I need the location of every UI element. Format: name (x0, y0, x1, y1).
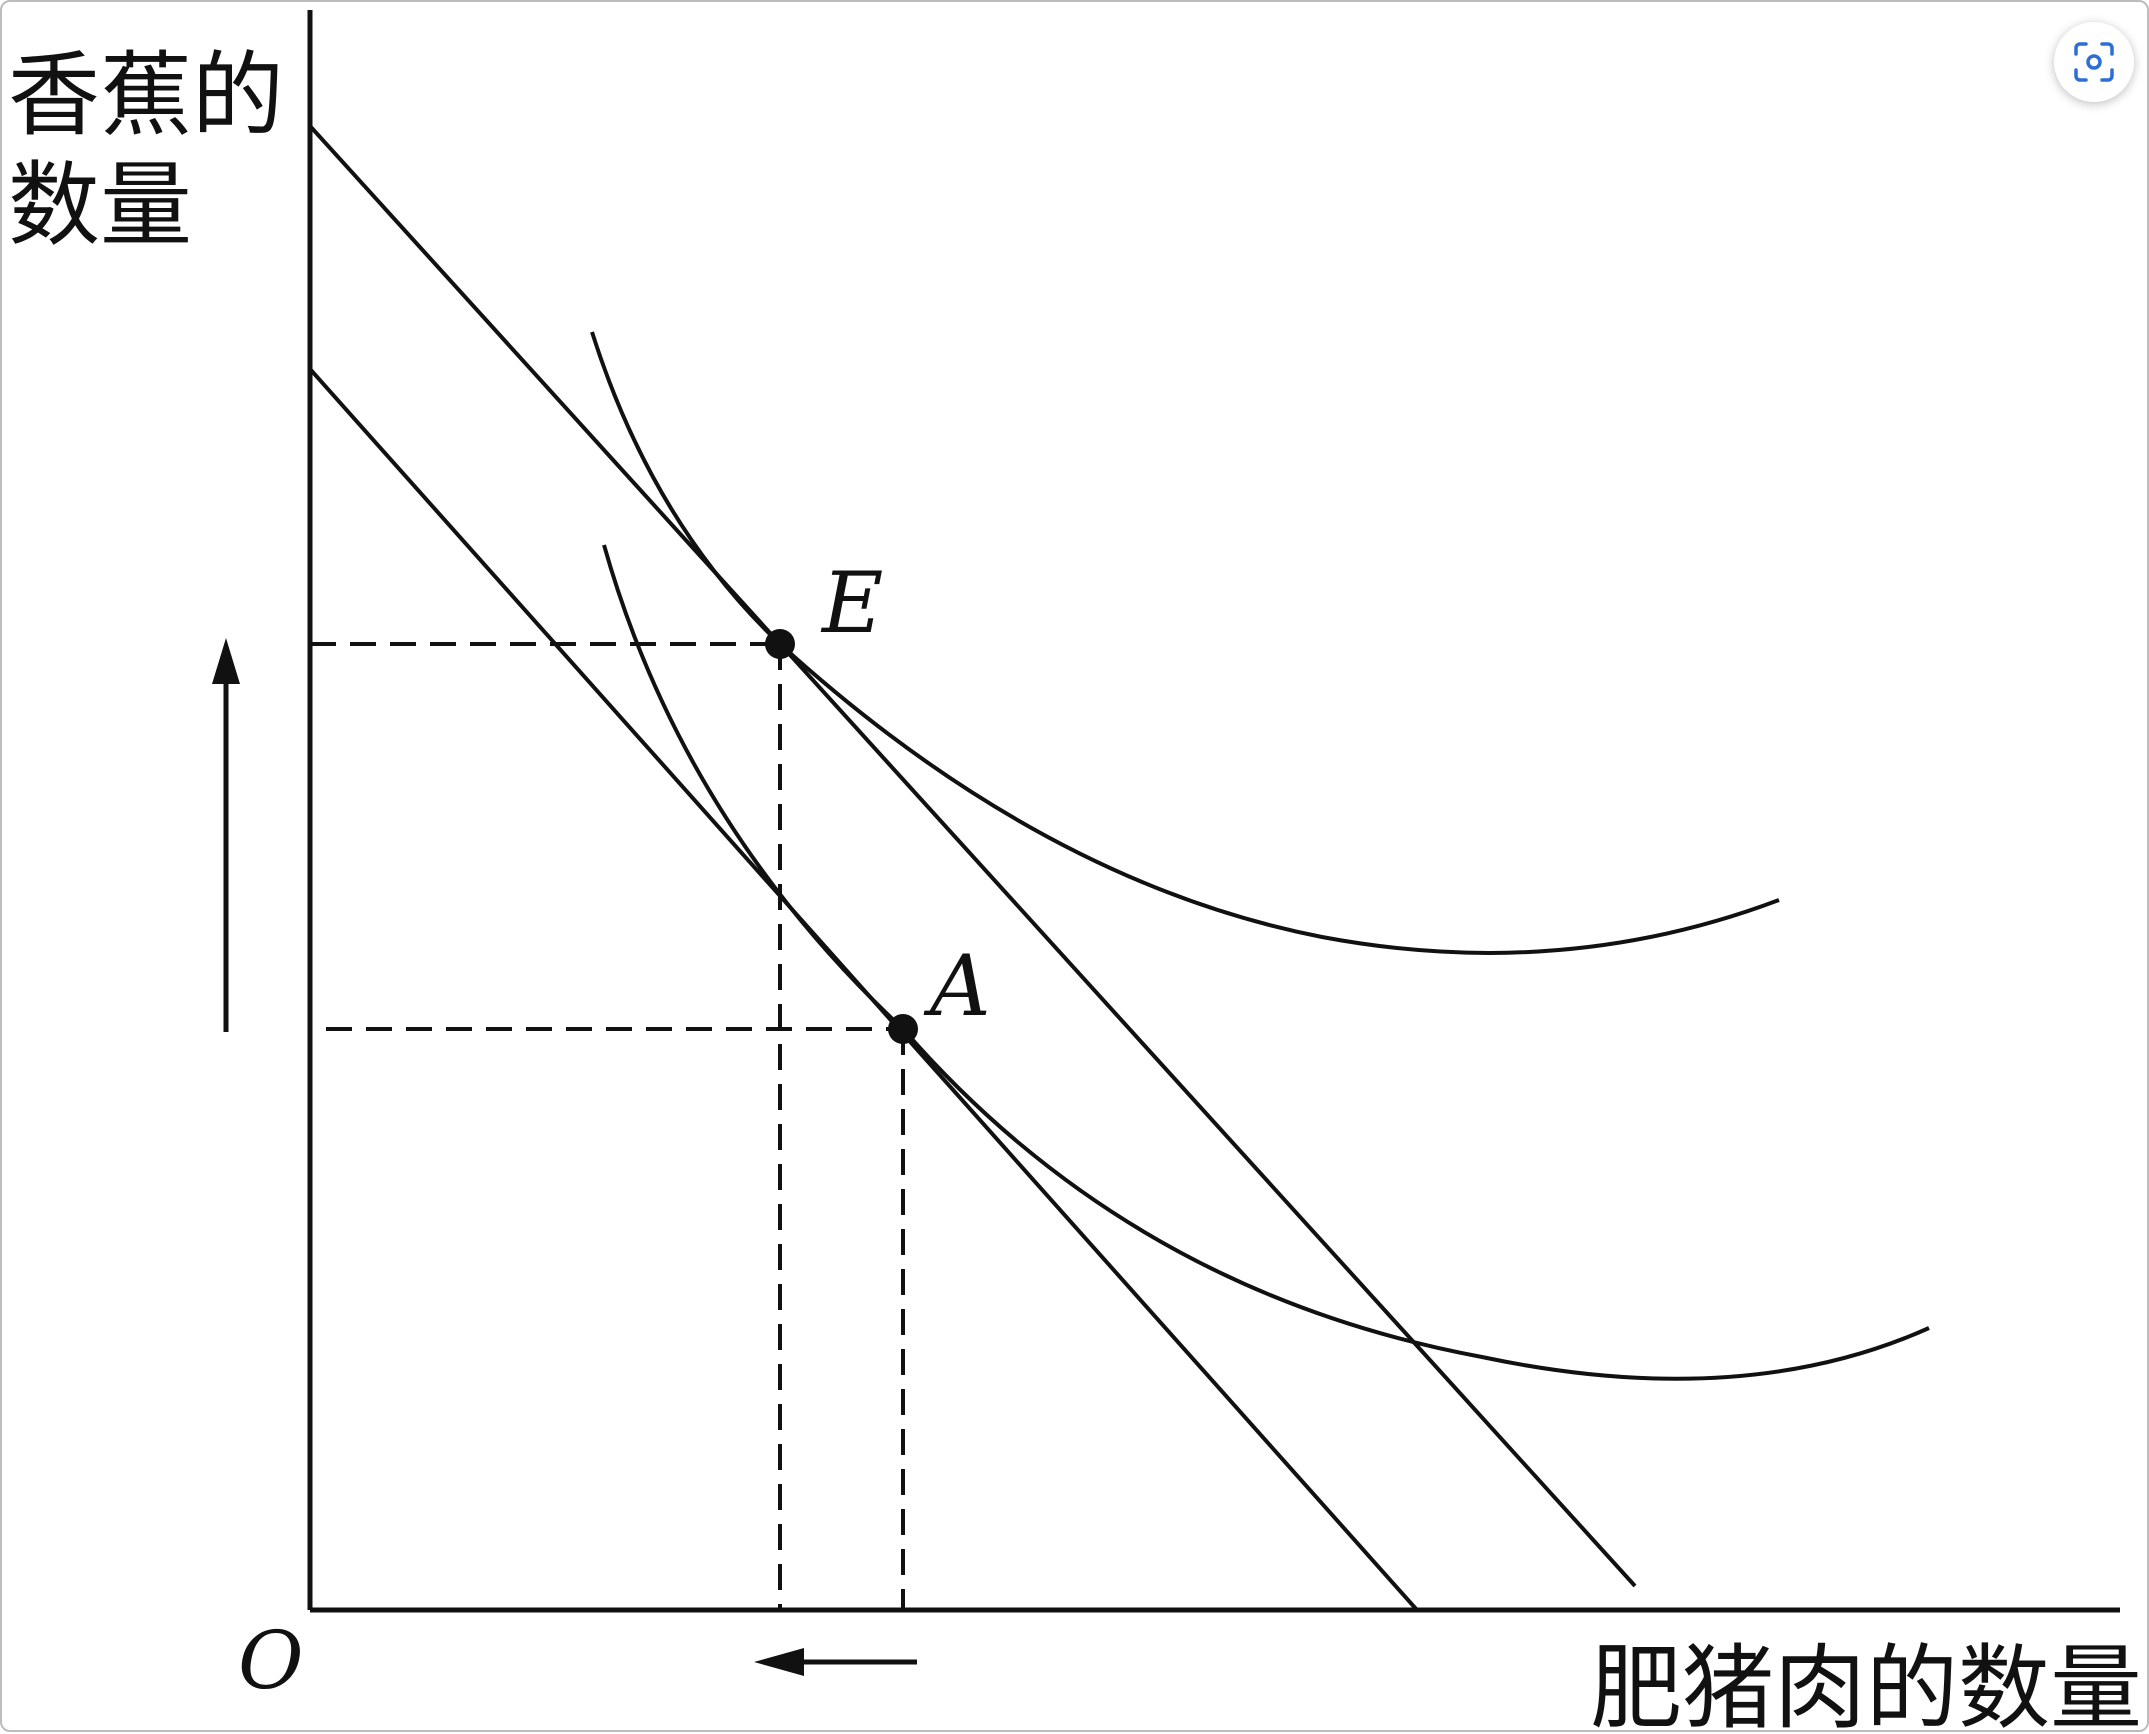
point-a-label: A (923, 937, 991, 1035)
scan-icon (2074, 42, 2114, 82)
scan-button[interactable] (2054, 22, 2134, 102)
arrow-up (212, 638, 240, 1032)
budget-line-upper (308, 124, 1637, 1588)
indifference-curve-upper (590, 331, 1780, 955)
y-axis-label-line2: 数量 (8, 152, 192, 259)
indifference-curve-lower (602, 544, 1930, 1381)
point-e-label: E (820, 554, 883, 652)
x-axis-label: 肥猪肉的数量 (1590, 1635, 2142, 1734)
origin-label: O (238, 1614, 304, 1707)
point-a (888, 1014, 918, 1044)
arrow-left (754, 1648, 917, 1676)
y-axis-label-line1: 香蕉的 (8, 42, 284, 149)
point-e (765, 629, 795, 659)
